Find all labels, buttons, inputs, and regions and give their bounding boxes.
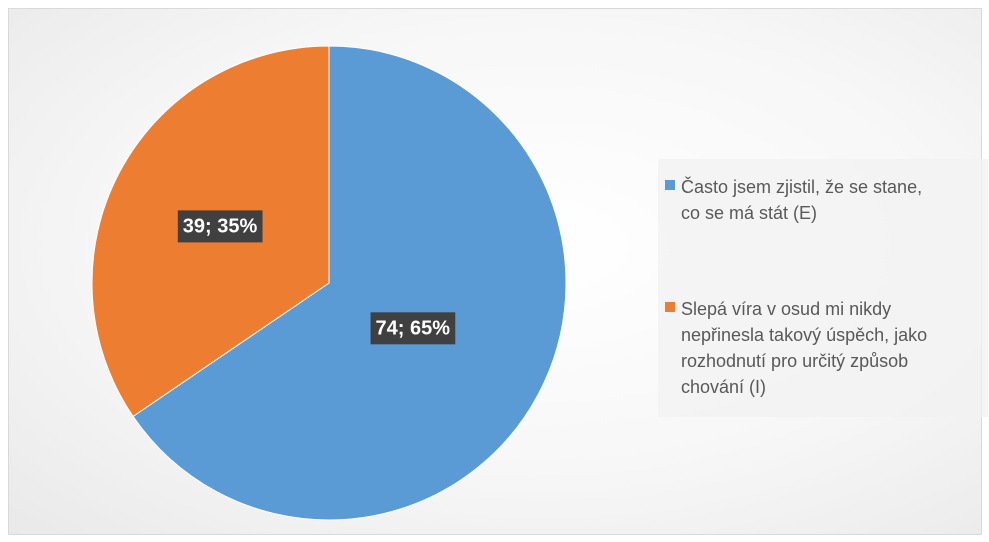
chart-area: 74; 65% 39; 35% Často jsem zjistil, že se… — [8, 8, 988, 535]
legend-swatch-e — [665, 180, 675, 190]
data-label-e: 74; 65% — [370, 312, 456, 345]
legend-label-i: Slepá víra v osud mi nikdy nepřinesla ta… — [681, 299, 928, 397]
legend: Často jsem zjistil, že se stane, co se m… — [658, 159, 988, 417]
data-label-i-text: 39; 35% — [183, 215, 258, 237]
legend-label-e: Často jsem zjistil, že se stane, co se m… — [681, 177, 923, 223]
legend-swatch-i — [665, 302, 675, 312]
pie-chart: 74; 65% 39; 35% — [91, 45, 567, 521]
data-label-e-text: 74; 65% — [376, 317, 451, 339]
pie-slice-e — [132, 45, 567, 521]
data-label-i: 39; 35% — [177, 210, 263, 243]
